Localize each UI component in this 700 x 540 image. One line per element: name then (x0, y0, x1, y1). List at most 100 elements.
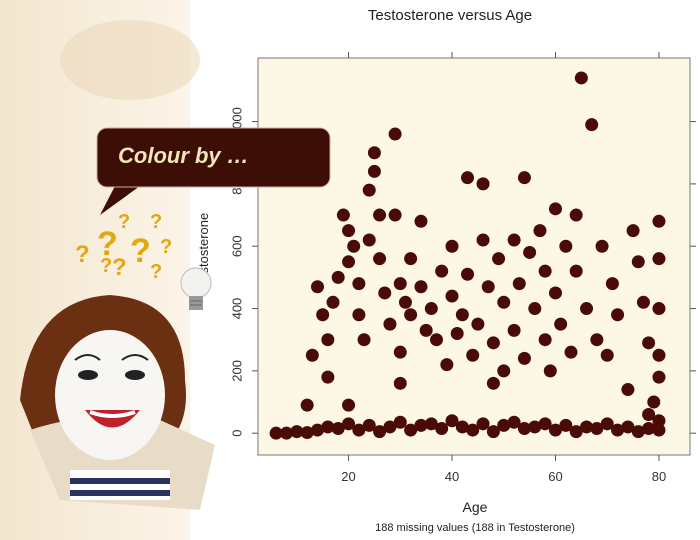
point (404, 308, 417, 321)
point (342, 255, 355, 268)
point (306, 349, 319, 362)
point (570, 265, 583, 278)
point (466, 349, 479, 362)
point (559, 240, 572, 253)
x-tick-label: 40 (445, 469, 459, 484)
x-axis-label: Age (463, 499, 488, 515)
point (523, 246, 536, 259)
point (570, 209, 583, 222)
point (332, 271, 345, 284)
faded-hand (60, 20, 200, 100)
point (394, 377, 407, 390)
point (404, 252, 417, 265)
point (461, 171, 474, 184)
point (492, 252, 505, 265)
point (497, 364, 510, 377)
point (394, 346, 407, 359)
point (477, 177, 490, 190)
point (601, 349, 614, 362)
chart-title: Testosterone versus Age (368, 7, 532, 24)
point (347, 240, 360, 253)
point (482, 280, 495, 293)
y-tick-label: 400 (229, 298, 244, 320)
point (435, 422, 448, 435)
point (497, 296, 510, 309)
point (528, 302, 541, 315)
point (477, 233, 490, 246)
x-tick-label: 80 (652, 469, 666, 484)
point (652, 371, 665, 384)
point (513, 277, 526, 290)
question-mark: ? (118, 211, 130, 233)
point (632, 255, 645, 268)
x-tick-label: 60 (548, 469, 562, 484)
point (425, 302, 438, 315)
y-tick-label: 600 (229, 235, 244, 257)
point (554, 318, 567, 331)
point (394, 416, 407, 429)
point (383, 318, 396, 331)
point (461, 268, 474, 281)
point (590, 333, 603, 346)
point (611, 308, 624, 321)
point (565, 346, 578, 359)
point (606, 277, 619, 290)
point (435, 265, 448, 278)
point (358, 333, 371, 346)
point (487, 377, 500, 390)
point (549, 286, 562, 299)
point (352, 308, 365, 321)
point (518, 171, 531, 184)
point (585, 118, 598, 131)
point (446, 240, 459, 253)
point (627, 224, 640, 237)
point (337, 209, 350, 222)
point (539, 265, 552, 278)
callout-text: Colour by … (118, 143, 249, 168)
point (378, 286, 391, 299)
point (477, 417, 490, 430)
point (647, 396, 660, 409)
point (487, 336, 500, 349)
point (518, 352, 531, 365)
question-mark: ? (75, 241, 90, 268)
point (389, 209, 402, 222)
point (580, 302, 593, 315)
point (451, 327, 464, 340)
point (456, 308, 469, 321)
point (399, 296, 412, 309)
point (352, 277, 365, 290)
point (321, 333, 334, 346)
point (342, 399, 355, 412)
question-mark: ? (130, 232, 151, 270)
point (440, 358, 453, 371)
point (652, 252, 665, 265)
footnote: 188 missing values (188 in Testosterone) (375, 522, 575, 534)
point (363, 233, 376, 246)
point (316, 308, 329, 321)
point (533, 224, 546, 237)
point (311, 280, 324, 293)
point (368, 146, 381, 159)
point (575, 71, 588, 84)
point (539, 333, 552, 346)
point (652, 215, 665, 228)
point (508, 233, 521, 246)
point (373, 252, 386, 265)
point (389, 128, 402, 141)
point (544, 364, 557, 377)
page: Testosterone versus Age Age Testosterone… (0, 0, 700, 540)
point (394, 277, 407, 290)
point (368, 165, 381, 178)
point (642, 408, 655, 421)
point (373, 209, 386, 222)
point (621, 383, 634, 396)
point (471, 318, 484, 331)
point (652, 349, 665, 362)
question-mark: ? (100, 255, 112, 277)
point (508, 324, 521, 337)
point (321, 371, 334, 384)
point (637, 296, 650, 309)
point (642, 336, 655, 349)
point (301, 399, 314, 412)
